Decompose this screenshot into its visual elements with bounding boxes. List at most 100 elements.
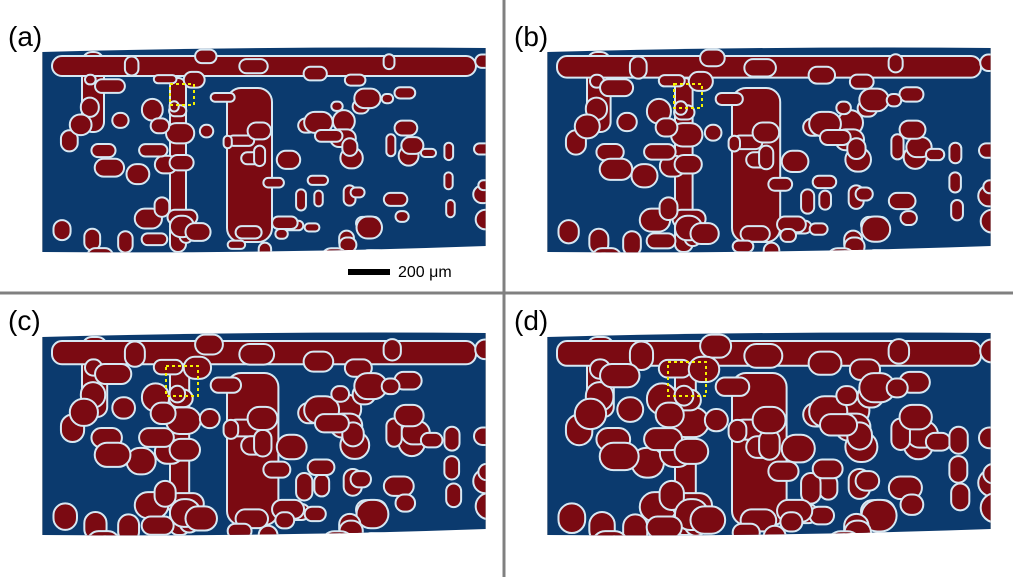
- phase-region: [820, 414, 857, 435]
- phase-region: [810, 507, 834, 525]
- phase-region: [647, 517, 682, 538]
- phase-region: [331, 102, 342, 111]
- phase-region: [753, 407, 786, 433]
- phase-region: [827, 531, 862, 559]
- phase-region: [575, 399, 606, 429]
- phase-region: [901, 211, 917, 225]
- phase-region: [444, 427, 459, 451]
- phase-region: [949, 172, 961, 192]
- phase-region: [396, 494, 416, 511]
- phase-region: [224, 136, 232, 149]
- phase-region: [305, 507, 326, 521]
- phase-region: [91, 144, 115, 157]
- phase-region: [155, 481, 176, 507]
- phase-region: [305, 223, 320, 231]
- phase-region: [275, 512, 294, 528]
- phase-region: [820, 130, 851, 145]
- phase-region: [322, 248, 347, 267]
- phase-region: [315, 130, 342, 142]
- phase-region: [224, 420, 239, 439]
- phase-region: [70, 114, 92, 135]
- phase-region: [866, 250, 894, 268]
- phase-region: [95, 443, 131, 467]
- phase-region: [889, 193, 916, 209]
- phase-region: [733, 524, 760, 542]
- phase-region: [361, 533, 393, 554]
- phase-region: [558, 503, 585, 533]
- phase-region: [211, 378, 241, 393]
- phase-region: [887, 379, 908, 398]
- phase-region: [211, 93, 235, 102]
- phase-region: [600, 79, 633, 96]
- phase-region: [801, 189, 814, 213]
- phase-region: [617, 113, 636, 131]
- phase-region: [980, 55, 1000, 71]
- phase-region: [200, 125, 213, 138]
- phase-region: [844, 237, 864, 255]
- phase-region: [589, 512, 614, 543]
- phase-region: [126, 164, 149, 184]
- phase-region: [474, 427, 505, 445]
- phase-region: [981, 493, 1013, 522]
- phase-region: [314, 191, 322, 207]
- phase-region: [351, 471, 371, 487]
- phase-region: [744, 59, 776, 76]
- phase-region: [272, 217, 298, 229]
- phase-region: [949, 427, 967, 454]
- phase-region: [195, 50, 216, 63]
- phase-region: [983, 180, 1009, 193]
- phase-region: [296, 189, 306, 210]
- phase-region: [322, 531, 354, 556]
- phase-region: [154, 360, 183, 374]
- phase-region: [95, 364, 131, 384]
- phase-region: [813, 176, 837, 188]
- phase-region: [478, 180, 501, 190]
- phase-region: [900, 405, 932, 430]
- phase-region: [331, 386, 349, 402]
- phase-region: [660, 197, 678, 220]
- phase-region: [386, 134, 395, 156]
- phase-region: [154, 75, 177, 83]
- phase-region: [644, 144, 676, 160]
- phase-region: [112, 113, 128, 128]
- phase-region: [395, 405, 424, 426]
- phase-region: [623, 231, 641, 256]
- phase-region: [656, 118, 678, 136]
- phase-region: [85, 75, 96, 85]
- phase-region: [733, 241, 754, 253]
- phase-region: [475, 339, 499, 359]
- phase-region: [166, 123, 194, 143]
- phase-region: [296, 473, 312, 500]
- phase-region: [782, 151, 809, 172]
- phase-region: [753, 123, 780, 143]
- phase-region: [200, 409, 220, 428]
- phase-region: [139, 144, 167, 156]
- phase-region: [729, 136, 740, 152]
- phase-region: [690, 506, 725, 533]
- phase-region: [689, 72, 713, 91]
- phase-region: [384, 339, 401, 360]
- phase-region: [836, 102, 851, 114]
- scale-bar: [348, 269, 390, 275]
- phase-region: [155, 197, 170, 216]
- phase-region: [700, 50, 725, 67]
- phase-region: [118, 514, 139, 542]
- phase-region: [151, 118, 170, 133]
- phase-region: [813, 459, 843, 478]
- phase-region: [901, 494, 924, 514]
- phase-region: [239, 59, 267, 73]
- phase-region: [142, 517, 174, 535]
- phase-region: [304, 67, 327, 81]
- phase-region: [361, 250, 386, 265]
- phase-region: [342, 138, 357, 156]
- phase-region: [836, 386, 857, 405]
- phase-region: [53, 503, 77, 529]
- phase-region: [819, 191, 831, 210]
- micrograph: [42, 328, 507, 557]
- phase-region: [384, 476, 414, 495]
- phase-region: [236, 226, 262, 238]
- micrograph: [547, 43, 1009, 270]
- phase-region: [900, 121, 926, 139]
- phase-region: [195, 335, 223, 355]
- phase-region: [926, 149, 944, 160]
